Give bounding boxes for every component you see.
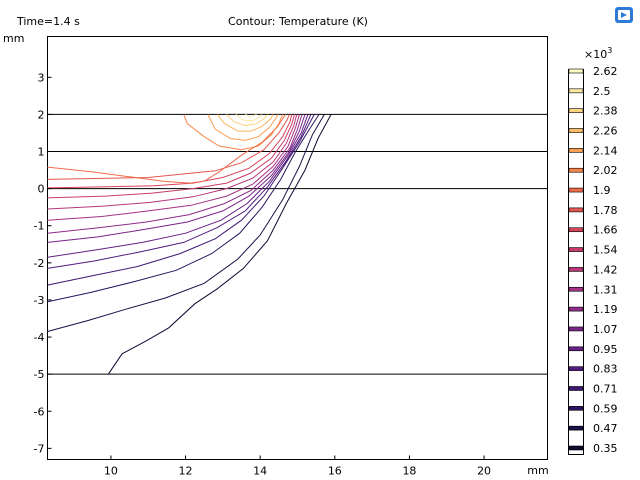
- x-tick-label-0: 10: [104, 465, 118, 478]
- y-tick-label-4: -1: [34, 220, 45, 233]
- y-tick-label-8: -5: [34, 368, 45, 381]
- y-axis-unit: mm: [3, 32, 24, 45]
- y-tick-label-10: -7: [34, 442, 45, 455]
- colorbar-label-3: 2.26: [593, 125, 618, 138]
- colorbar-swatch-13: [568, 326, 584, 332]
- contour-line-1: [47, 114, 325, 332]
- colorbar-swatch-4: [568, 148, 584, 153]
- colorbar-label-4: 2.14: [593, 144, 618, 157]
- colorbar-label-13: 1.07: [593, 323, 618, 336]
- colorbar-swatch-19: [568, 445, 584, 451]
- time-label: Time=1.4 s: [16, 15, 80, 28]
- x-axis-ticks: 10 12 14 16 18 20: [104, 455, 491, 478]
- colorbar-swatch-15: [568, 366, 584, 371]
- y-axis-ticks: 3 2 1 0 -1 -2 -3 -4 -5 -6 -7: [34, 71, 52, 455]
- x-tick-label-1: 12: [179, 465, 193, 478]
- colorbar-swatch-5: [568, 167, 584, 173]
- contour-line-6: [47, 114, 306, 243]
- contour-line-3: [47, 114, 315, 286]
- colorbar-label-19: 0.35: [593, 442, 618, 455]
- colorbar-legend: 2.62 2.5 2.38 2.26 2.14 2.02 1.9 1.78 1.66 1.54 1.…: [568, 65, 618, 455]
- x-axis-unit: mm: [527, 464, 548, 477]
- contour-line-10: [47, 114, 295, 199]
- contour-line-11: [47, 114, 293, 189]
- contour-line-16: [216, 114, 274, 132]
- colorbar-label-18: 0.47: [593, 422, 618, 435]
- x-tick-label-3: 16: [328, 465, 342, 478]
- x-tick-label-2: 14: [253, 465, 267, 478]
- colorbar-label-16: 0.71: [593, 382, 618, 395]
- plot-title: Contour: Temperature (K): [228, 15, 368, 28]
- contour-line-9: [47, 114, 298, 210]
- colorbar-swatch-0: [568, 68, 584, 74]
- contour-line-19: [245, 113, 257, 118]
- colorbar-swatch-1: [568, 88, 584, 94]
- colorbar-swatch-2: [568, 108, 584, 113]
- contour-line-0: [107, 114, 332, 375]
- colorbar-label-15: 0.83: [593, 363, 618, 376]
- y-tick-label-0: 3: [38, 71, 45, 84]
- contour-line-12: [47, 114, 290, 180]
- colorbar-swatch-14: [568, 346, 584, 352]
- colorbar-frame: [568, 69, 584, 455]
- colorbar-swatch-9: [568, 247, 584, 252]
- colorbar-label-5: 2.02: [593, 164, 618, 177]
- colorbar-swatch-12: [568, 306, 584, 312]
- contour-lines: [47, 113, 332, 375]
- colorbar-swatch-17: [568, 406, 584, 411]
- colorbar-label-10: 1.42: [593, 263, 618, 276]
- y-tick-label-2: 1: [38, 146, 45, 159]
- colorbar-exponent: ×103: [584, 46, 612, 61]
- y-tick-label-5: -2: [34, 257, 45, 270]
- contour-line-8: [47, 114, 300, 221]
- x-tick-label-5: 20: [477, 465, 491, 478]
- contour-line-17: [226, 114, 268, 127]
- colorbar-label-11: 1.31: [593, 283, 618, 296]
- colorbar-swatch-8: [568, 227, 584, 233]
- contour-line-14: [183, 114, 284, 151]
- colorbar-label-6: 1.9: [593, 184, 611, 197]
- domain-boundary-lines: [47, 113, 548, 375]
- y-tick-label-1: 2: [38, 108, 45, 121]
- colorbar-label-2: 2.38: [593, 105, 618, 118]
- colorbar-label-17: 0.59: [593, 402, 618, 415]
- contour-line-13: [47, 114, 287, 184]
- contour-line-2: [47, 114, 320, 303]
- contour-line-7: [47, 114, 303, 234]
- y-tick-label-9: -6: [34, 405, 45, 418]
- contour-line-18: [235, 113, 263, 122]
- colorbar-label-8: 1.66: [593, 224, 618, 237]
- y-tick-label-6: -3: [34, 294, 45, 307]
- colorbar-swatch-7: [568, 207, 584, 213]
- contour-line-4: [47, 114, 312, 269]
- colorbar-label-9: 1.54: [593, 244, 618, 257]
- y-tick-label-3: 0: [38, 183, 45, 196]
- x-tick-label-4: 18: [402, 465, 416, 478]
- colorbar-swatch-11: [568, 286, 584, 292]
- contour-line-5: [47, 114, 309, 258]
- colorbar-swatch-16: [568, 386, 584, 391]
- colorbar-swatch-3: [568, 128, 584, 133]
- colorbar-label-7: 1.78: [593, 204, 618, 217]
- colorbar-label-0: 2.62: [593, 65, 618, 78]
- colorbar-swatch-6: [568, 187, 584, 193]
- colorbar-label-12: 1.19: [593, 303, 618, 316]
- contour-line-15: [207, 114, 279, 141]
- colorbar-swatch-18: [568, 425, 584, 431]
- colorbar-swatch-10: [568, 267, 584, 272]
- y-tick-label-7: -4: [34, 331, 45, 344]
- colorbar-label-1: 2.5: [593, 85, 611, 98]
- colorbar-label-14: 0.95: [593, 343, 618, 356]
- app-logo-icon: [613, 5, 635, 25]
- plot-frame: [47, 36, 548, 460]
